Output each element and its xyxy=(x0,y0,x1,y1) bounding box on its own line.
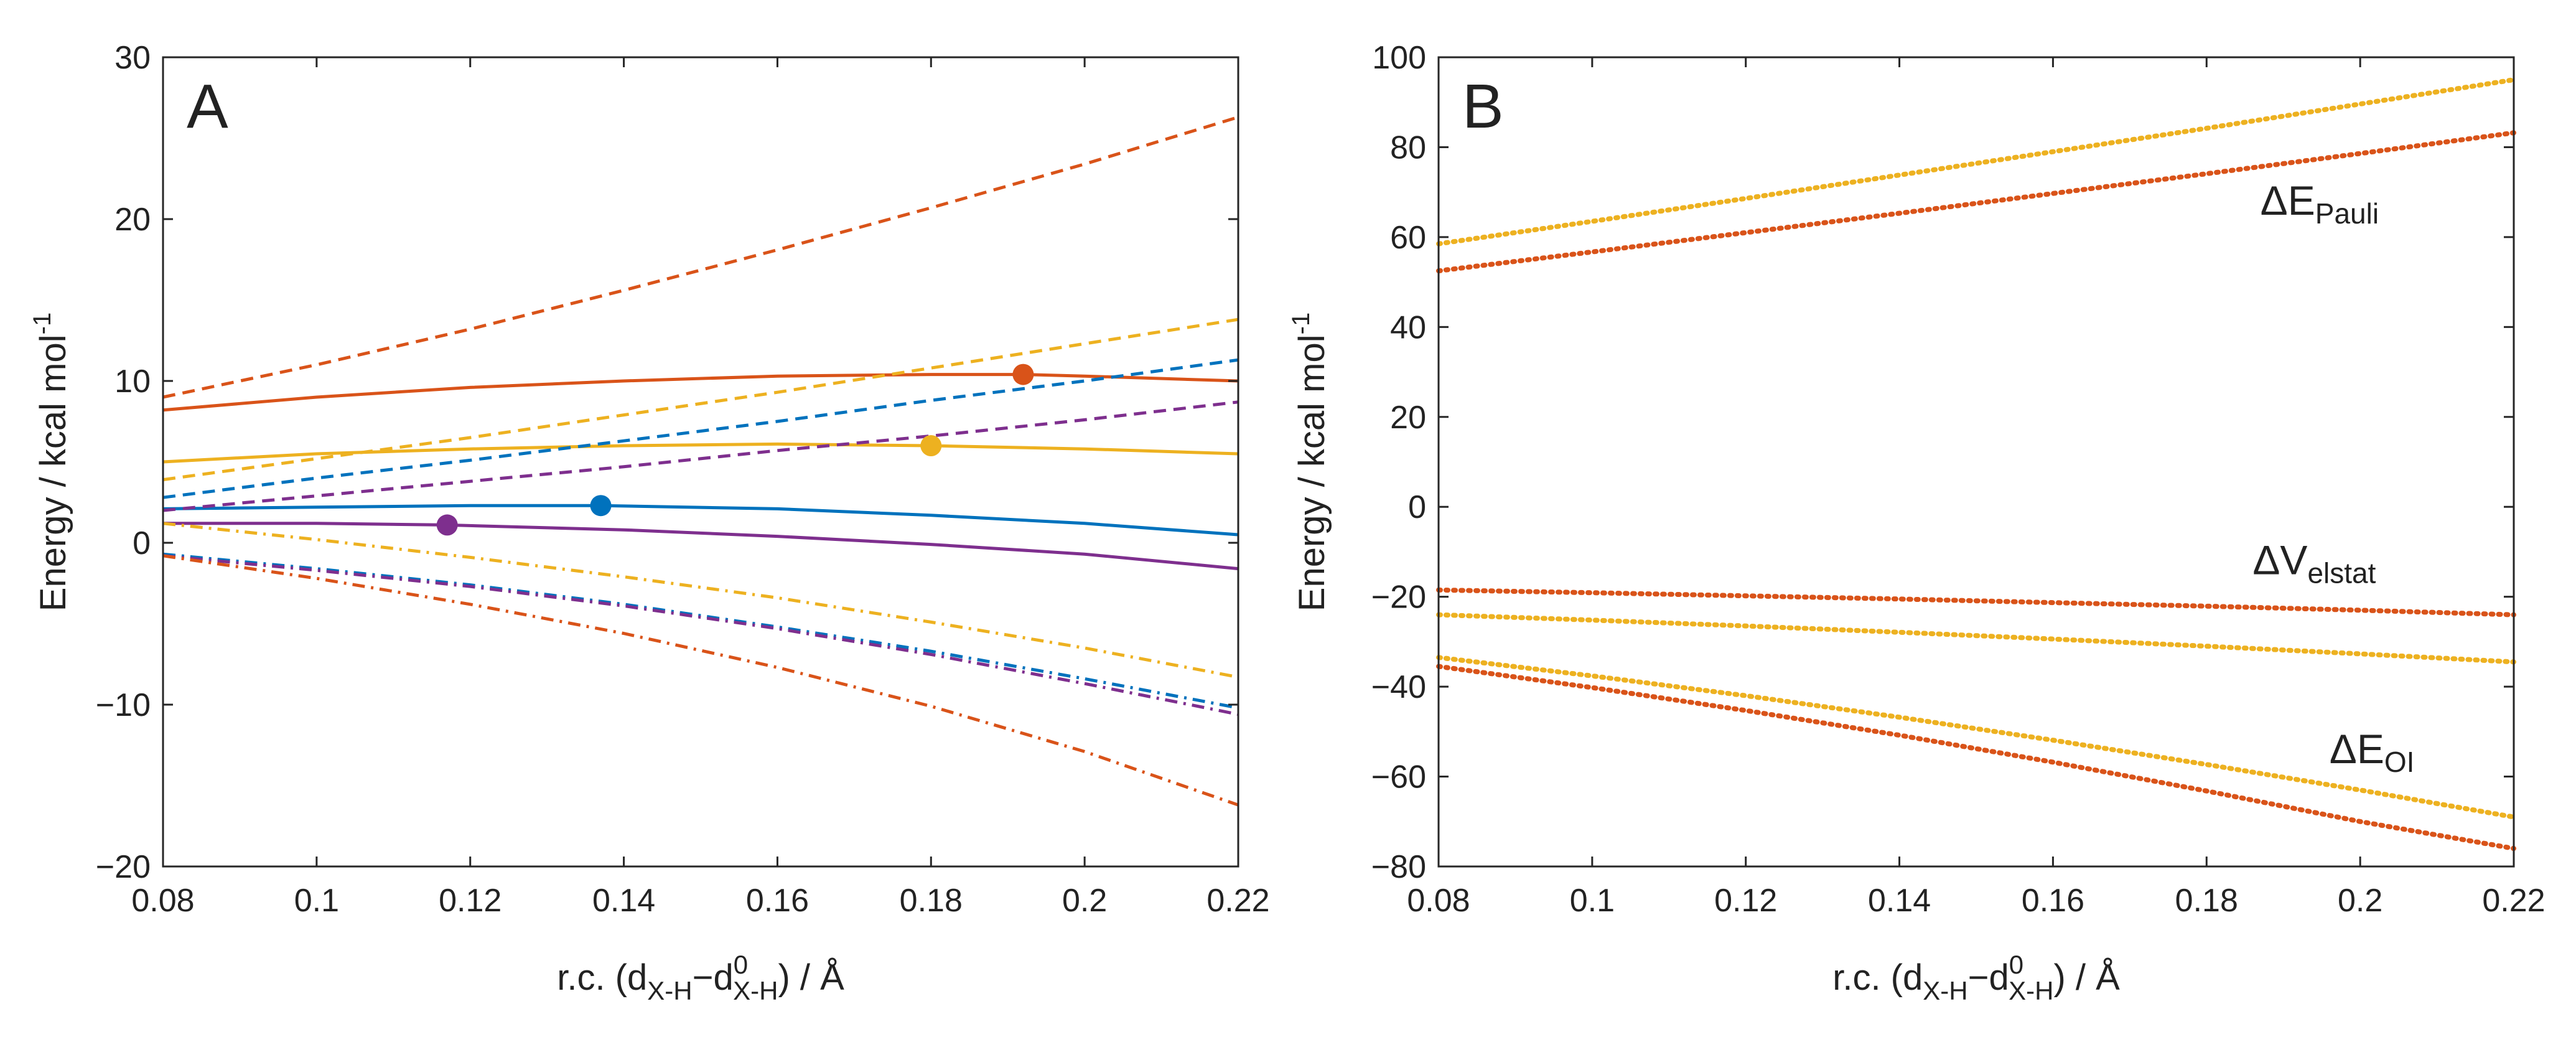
panel-b-y-ticks: −80 −60 −40 −20 0 20 40 60 80 100 xyxy=(1371,40,2514,885)
panel-a-x-axis-minus: −d xyxy=(693,957,734,998)
x-tick-label: 0.14 xyxy=(1868,883,1931,919)
x-tick-label: 0.14 xyxy=(592,883,655,919)
panel-b-x-axis-label-start: r.c. (d xyxy=(1832,957,1923,998)
y-tick-label: −20 xyxy=(1371,580,1426,616)
x-tick-label: 0.1 xyxy=(1570,883,1615,919)
series-blue-interaction xyxy=(162,552,1239,710)
panel-a-x-axis-unit: ) / Å xyxy=(778,957,844,998)
panel-a-y-axis-label: Energy / kcal mol xyxy=(33,334,73,611)
annotation-symbol: ΔV xyxy=(2252,537,2307,583)
marker-blue-maximum xyxy=(590,495,612,517)
series-blue-total xyxy=(162,504,1239,537)
x-tick-label: 0.16 xyxy=(746,883,809,919)
panel-b-x-ticks: 0.08 0.1 0.12 0.14 0.16 0.18 0.2 0.22 xyxy=(1407,57,2546,919)
series-red-strain xyxy=(162,115,1239,399)
y-tick-label: 20 xyxy=(1390,400,1426,436)
y-tick-label: 0 xyxy=(133,525,151,561)
panel-a-axes-box xyxy=(162,56,1239,868)
panel-b-y-axis-label: Energy / kcal mol xyxy=(1292,334,1332,611)
y-tick-label: 30 xyxy=(114,40,151,76)
panel-b-series xyxy=(1436,77,2516,852)
x-tick-label: 0.2 xyxy=(1062,883,1107,919)
series-yellow-interaction xyxy=(162,522,1239,679)
y-tick-label: 100 xyxy=(1372,40,1426,76)
panel-b-x-axis-title: r.c. (dX-H−d0 X-H) / Å xyxy=(1832,950,2120,1005)
annotation-pauli: ΔEPauli xyxy=(2261,177,2379,230)
annotation-elstat: ΔVelstat xyxy=(2252,537,2376,589)
series-yellow-elstat xyxy=(1436,612,2516,665)
x-tick-label: 0.08 xyxy=(131,883,194,919)
panel-a-series xyxy=(162,115,1239,807)
series-purple-interaction xyxy=(162,554,1239,716)
series-yellow-strain xyxy=(162,317,1239,482)
panel-b-x-axis-minus: −d xyxy=(1968,957,2009,998)
panel-b-axes-box xyxy=(1437,56,2515,868)
x-tick-label: 0.22 xyxy=(1206,883,1269,919)
panel-b-letter: B xyxy=(1462,72,1504,141)
panel-a-y-ticks: −20 −10 0 10 20 30 xyxy=(96,40,1238,885)
y-tick-label: −40 xyxy=(1371,669,1426,705)
x-tick-label: 0.18 xyxy=(900,883,963,919)
panel-a-letter: A xyxy=(187,72,228,141)
marker-yellow-maximum xyxy=(920,435,942,456)
annotation-subscript: Pauli xyxy=(2315,197,2379,230)
x-tick-label: 0.12 xyxy=(1714,883,1777,919)
marker-purple-maximum xyxy=(436,514,458,536)
series-purple-strain xyxy=(162,400,1239,512)
series-red-interaction xyxy=(162,554,1239,807)
x-tick-label: 0.18 xyxy=(2175,883,2238,919)
series-red-total xyxy=(162,373,1239,412)
x-tick-label: 0.2 xyxy=(2338,883,2382,919)
panel-b-x-axis-unit: ) / Å xyxy=(2053,957,2120,998)
x-tick-label: 0.08 xyxy=(1407,883,1470,919)
y-tick-label: −10 xyxy=(96,687,151,723)
panel-b-y-axis-unit-exponent: -1 xyxy=(1287,312,1315,335)
y-tick-label: 20 xyxy=(114,202,151,238)
series-red-oi xyxy=(1436,664,2516,852)
annotation-subscript: OI xyxy=(2384,746,2415,778)
x-tick-label: 0.1 xyxy=(294,883,339,919)
annotation-symbol: ΔE xyxy=(2330,726,2384,772)
panel-b-x-axis-sub-2: X-H xyxy=(2009,976,2053,1005)
marker-red-maximum xyxy=(1012,364,1034,385)
panel-a-energy-decomposition: A 0.08 0.1 0.12 0.14 0.16 0.18 0.2 0.22 −20−100… xyxy=(29,40,1270,1005)
x-tick-label: 0.22 xyxy=(2482,883,2545,919)
panel-b-x-axis-sub-1: X-H xyxy=(1923,976,1967,1005)
y-tick-label: 40 xyxy=(1390,309,1426,345)
y-tick-label: 60 xyxy=(1390,220,1426,256)
series-purple-total xyxy=(163,522,1239,571)
y-tick-label: −20 xyxy=(96,849,151,885)
panel-a-y-axis-unit-exponent: -1 xyxy=(29,312,56,335)
panel-b-y-axis-title: Energy / kcal mol-1 xyxy=(1287,312,1332,611)
x-tick-label: 0.16 xyxy=(2022,883,2084,919)
y-tick-label: 10 xyxy=(114,364,151,400)
panel-a-x-ticks: 0.08 0.1 0.12 0.14 0.16 0.18 0.2 0.22 xyxy=(131,57,1270,919)
panel-a-maxima xyxy=(436,364,1034,536)
annotation-oi: ΔEOI xyxy=(2330,726,2415,778)
series-yellow-total xyxy=(162,442,1239,464)
y-tick-label: 80 xyxy=(1390,129,1426,166)
series-yellow-oi xyxy=(1436,655,2516,820)
y-tick-label: 0 xyxy=(1408,489,1426,525)
panel-a-x-axis-sub-1: X-H xyxy=(647,976,692,1005)
panel-b-x-axis-sup: 0 xyxy=(2009,950,2023,979)
y-tick-label: −80 xyxy=(1371,849,1426,885)
y-tick-label: −60 xyxy=(1371,759,1426,796)
annotation-subscript: elstat xyxy=(2307,557,2376,589)
annotation-symbol: ΔE xyxy=(2261,177,2315,223)
series-red-elstat xyxy=(1436,587,2516,617)
series-blue-strain xyxy=(162,358,1239,499)
panel-a-x-axis-title: r.c. (dX-H−d0 X-H) / Å xyxy=(557,950,844,1005)
series-yellow-pauli xyxy=(1436,77,2516,246)
panel-a-y-axis-title: Energy / kcal mol-1 xyxy=(29,312,73,611)
x-tick-label: 0.12 xyxy=(439,883,502,919)
panel-a-x-axis-sub-2: X-H xyxy=(733,976,778,1005)
panel-a-x-axis-label-start: r.c. (d xyxy=(557,957,647,998)
series-red-pauli xyxy=(1436,130,2516,274)
panel-a-x-axis-sup: 0 xyxy=(734,950,748,979)
